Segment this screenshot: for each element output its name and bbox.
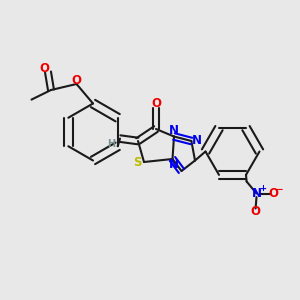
Text: +: + bbox=[260, 184, 267, 193]
Text: N: N bbox=[192, 134, 202, 147]
Text: N: N bbox=[169, 124, 179, 137]
Text: O: O bbox=[268, 187, 278, 200]
Text: O: O bbox=[250, 205, 261, 218]
Text: −: − bbox=[275, 185, 283, 194]
Text: H: H bbox=[107, 139, 115, 149]
Text: O: O bbox=[71, 74, 82, 88]
Text: O: O bbox=[151, 97, 161, 110]
Text: O: O bbox=[39, 62, 50, 76]
Text: N: N bbox=[251, 187, 262, 200]
Text: N: N bbox=[169, 158, 179, 172]
Text: S: S bbox=[133, 156, 142, 170]
